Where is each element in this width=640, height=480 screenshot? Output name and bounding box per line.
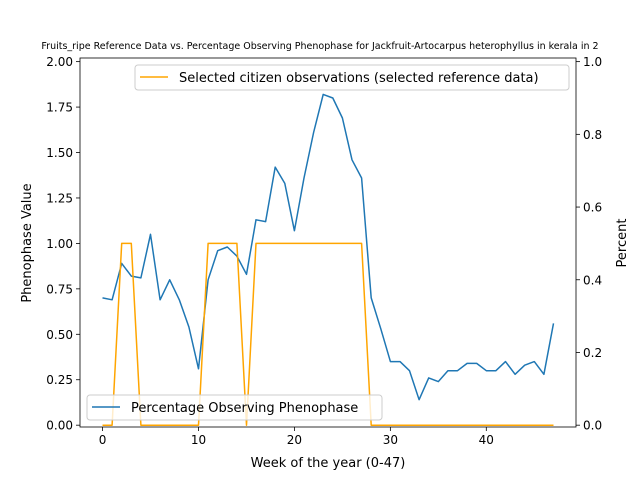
y-left-tick-label: 0.25 (46, 373, 73, 387)
y-right-tick-label: 0.0 (583, 419, 602, 433)
y-right-tick-label: 0.4 (583, 273, 602, 287)
series-line-percentage-observing (102, 93, 555, 401)
y-left-tick-label: 1.00 (46, 237, 73, 251)
legend-label-reference: Selected citizen observations (selected … (179, 71, 539, 86)
y-left-tick-label: 1.75 (46, 101, 73, 115)
legend-selected-reference: Selected citizen observations (selected … (134, 64, 570, 91)
legend-box-reference (134, 64, 570, 91)
y-right-tick-label: 0.2 (583, 346, 602, 360)
x-tick-label: 30 (383, 433, 398, 447)
x-tick-label: 0 (99, 433, 107, 447)
y-right-tick-label: 0.8 (583, 128, 602, 142)
legend-percentage-observing: Percentage Observing Phenophase (86, 394, 383, 421)
y-axis-right-label: Percent (615, 219, 630, 268)
x-tick-label: 10 (191, 433, 206, 447)
y-left-tick-label: 0.75 (46, 282, 73, 296)
series-layer (102, 93, 555, 426)
x-axis-label: Week of the year (0-47) (251, 456, 406, 471)
chart-title: Fruits_ripe Reference Data vs. Percentag… (41, 41, 598, 52)
y-left-tick-label: 1.25 (46, 191, 73, 205)
x-tick-label: 40 (479, 433, 494, 447)
axes-layer: 0 10 20 30 40 0.00 0.25 0.50 0.75 1.00 1.25 1.50 1.7… (46, 55, 602, 447)
legend-label-percentage: Percentage Observing Phenophase (131, 401, 358, 416)
series-line-selected-reference (102, 242, 554, 426)
y-left-tick-label: 0.00 (46, 419, 73, 433)
y-right-tick-label: 0.6 (583, 201, 602, 215)
plot-frame (79, 57, 577, 428)
y-left-tick-label: 0.50 (46, 328, 73, 342)
y-left-tick-label: 1.50 (46, 146, 73, 160)
y-right-tick-label: 1.0 (583, 55, 602, 69)
y-axis-left-label: Phenophase Value (20, 183, 35, 302)
legend-box-percentage (86, 394, 383, 421)
x-tick-label: 20 (287, 433, 302, 447)
y-left-tick-label: 2.00 (46, 55, 73, 69)
